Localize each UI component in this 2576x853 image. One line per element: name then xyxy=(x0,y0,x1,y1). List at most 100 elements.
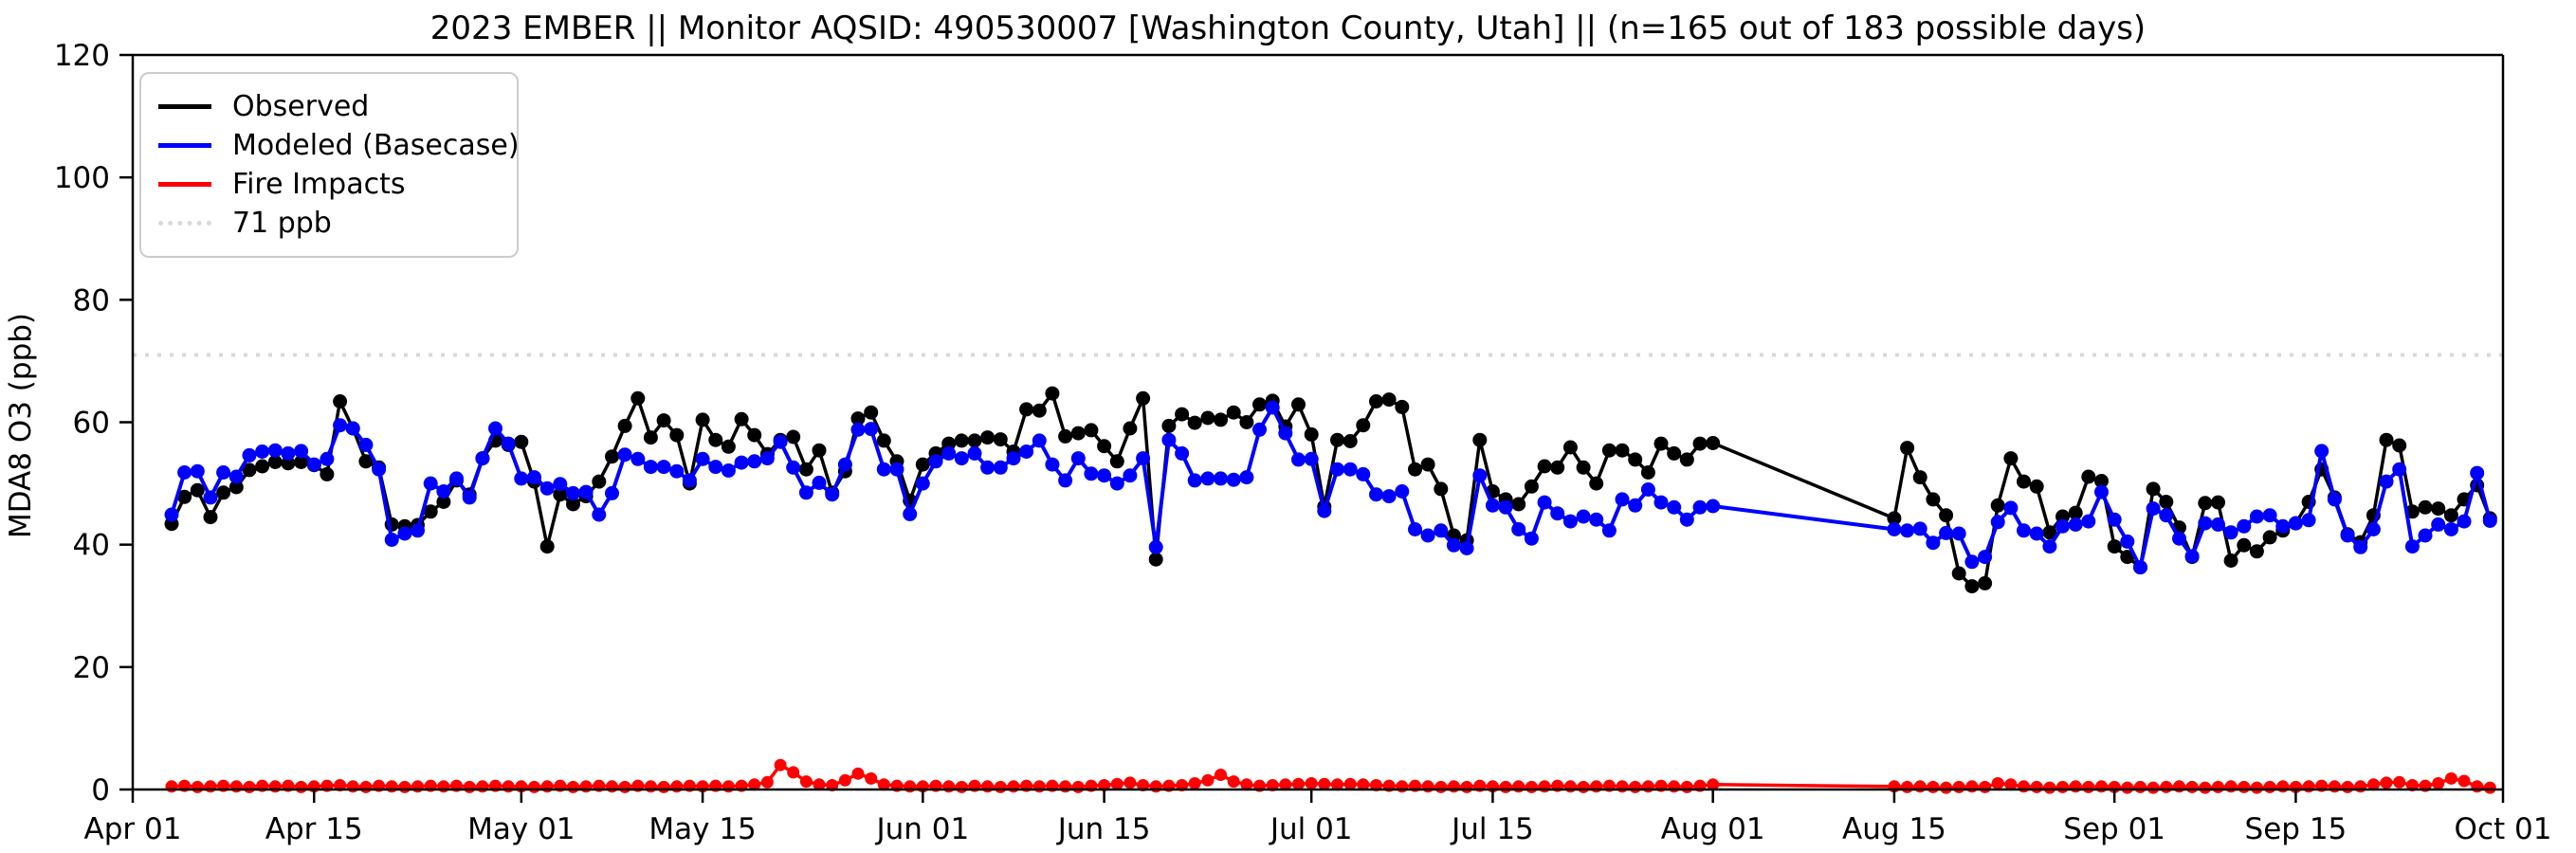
data-point xyxy=(203,510,218,525)
data-point xyxy=(864,422,879,437)
data-point xyxy=(1900,523,1915,538)
data-point xyxy=(1136,451,1151,466)
data-point xyxy=(1537,459,1552,474)
data-point xyxy=(1939,525,1954,540)
data-point xyxy=(669,427,685,443)
data-point xyxy=(2094,484,2109,499)
data-point xyxy=(294,455,309,469)
data-point xyxy=(528,780,540,793)
data-point xyxy=(656,413,671,428)
data-point xyxy=(1215,769,1227,781)
data-point xyxy=(1912,521,1927,536)
data-point xyxy=(1965,780,1979,793)
data-point xyxy=(423,504,438,519)
data-point xyxy=(747,427,762,443)
data-point xyxy=(476,780,489,793)
data-point xyxy=(721,439,736,454)
data-point xyxy=(1601,523,1617,538)
data-point xyxy=(889,462,904,477)
data-point xyxy=(463,780,476,793)
data-point xyxy=(708,460,723,475)
data-point xyxy=(2432,777,2445,789)
x-tick-label: Jun 15 xyxy=(1056,812,1151,846)
data-point xyxy=(2483,781,2496,794)
data-point xyxy=(618,780,631,793)
data-point xyxy=(243,780,256,793)
data-point xyxy=(2301,513,2316,528)
data-point xyxy=(1395,484,1410,499)
y-tick-label: 100 xyxy=(54,161,110,195)
data-point xyxy=(617,447,632,463)
data-point xyxy=(2094,474,2109,488)
y-tick-label: 80 xyxy=(73,283,110,318)
data-point xyxy=(203,490,218,505)
data-point xyxy=(1692,499,1708,515)
data-point xyxy=(1434,780,1448,793)
data-point xyxy=(837,457,852,472)
data-point xyxy=(980,460,996,475)
data-point xyxy=(2340,528,2355,543)
data-point xyxy=(941,436,957,451)
legend-label: Modeled (Basecase) xyxy=(232,129,520,162)
data-point xyxy=(630,451,646,466)
data-point xyxy=(540,780,554,793)
data-point xyxy=(643,460,658,475)
series-modeled xyxy=(164,400,2497,575)
data-point xyxy=(2353,539,2368,554)
data-point xyxy=(1641,780,1654,793)
series-line xyxy=(170,406,2493,570)
modeled-line-swatch xyxy=(158,143,211,148)
data-point xyxy=(2068,505,2083,520)
data-point xyxy=(1381,392,1397,408)
data-point xyxy=(1706,499,1721,514)
data-point xyxy=(242,447,257,463)
data-point xyxy=(1706,436,1721,450)
data-point xyxy=(2029,479,2044,494)
data-point xyxy=(721,463,736,478)
data-point xyxy=(165,780,178,793)
data-point xyxy=(437,780,450,793)
data-point xyxy=(617,418,632,433)
data-point xyxy=(1589,512,1604,527)
y-tick-label: 60 xyxy=(73,407,110,441)
data-point xyxy=(2160,780,2173,793)
data-point xyxy=(1239,415,1254,429)
data-point xyxy=(2288,516,2303,531)
data-point xyxy=(2082,780,2095,793)
data-point xyxy=(1136,390,1151,406)
data-point xyxy=(1538,780,1551,793)
data-point xyxy=(1109,476,1124,491)
data-point xyxy=(1562,440,1578,455)
observed-line-swatch xyxy=(158,104,211,109)
data-point xyxy=(1032,433,1047,448)
data-point xyxy=(787,766,800,779)
data-point xyxy=(1240,778,1253,791)
data-point xyxy=(1680,780,1693,793)
data-point xyxy=(1110,777,1124,790)
data-point xyxy=(2068,517,2083,532)
data-point xyxy=(865,771,878,785)
data-point xyxy=(1381,489,1397,504)
data-point xyxy=(1640,482,1655,497)
data-point xyxy=(1188,777,1201,789)
data-point xyxy=(1511,522,1526,536)
data-point xyxy=(502,780,515,793)
data-point xyxy=(644,780,657,793)
data-point xyxy=(1628,452,1643,467)
data-point xyxy=(1601,443,1617,458)
data-point xyxy=(657,780,670,793)
data-point xyxy=(1214,412,1228,427)
data-point xyxy=(1097,439,1112,454)
data-point xyxy=(1343,462,1358,477)
data-point xyxy=(164,507,179,522)
data-point xyxy=(1148,539,1163,554)
data-point xyxy=(1357,778,1370,791)
x-tick-label: Jul 01 xyxy=(1269,812,1353,846)
y-tick-label: 20 xyxy=(73,651,110,685)
x-axis-ticks: Apr 01 Apr 15 May 01 May 15 Jun 01 Jun 15 Jul … xyxy=(84,789,2551,846)
data-point xyxy=(1045,386,1060,401)
data-point xyxy=(1964,579,1980,594)
x-tick-label: Aug 01 xyxy=(1661,812,1765,846)
data-point xyxy=(1979,780,1992,793)
data-point xyxy=(682,473,697,488)
